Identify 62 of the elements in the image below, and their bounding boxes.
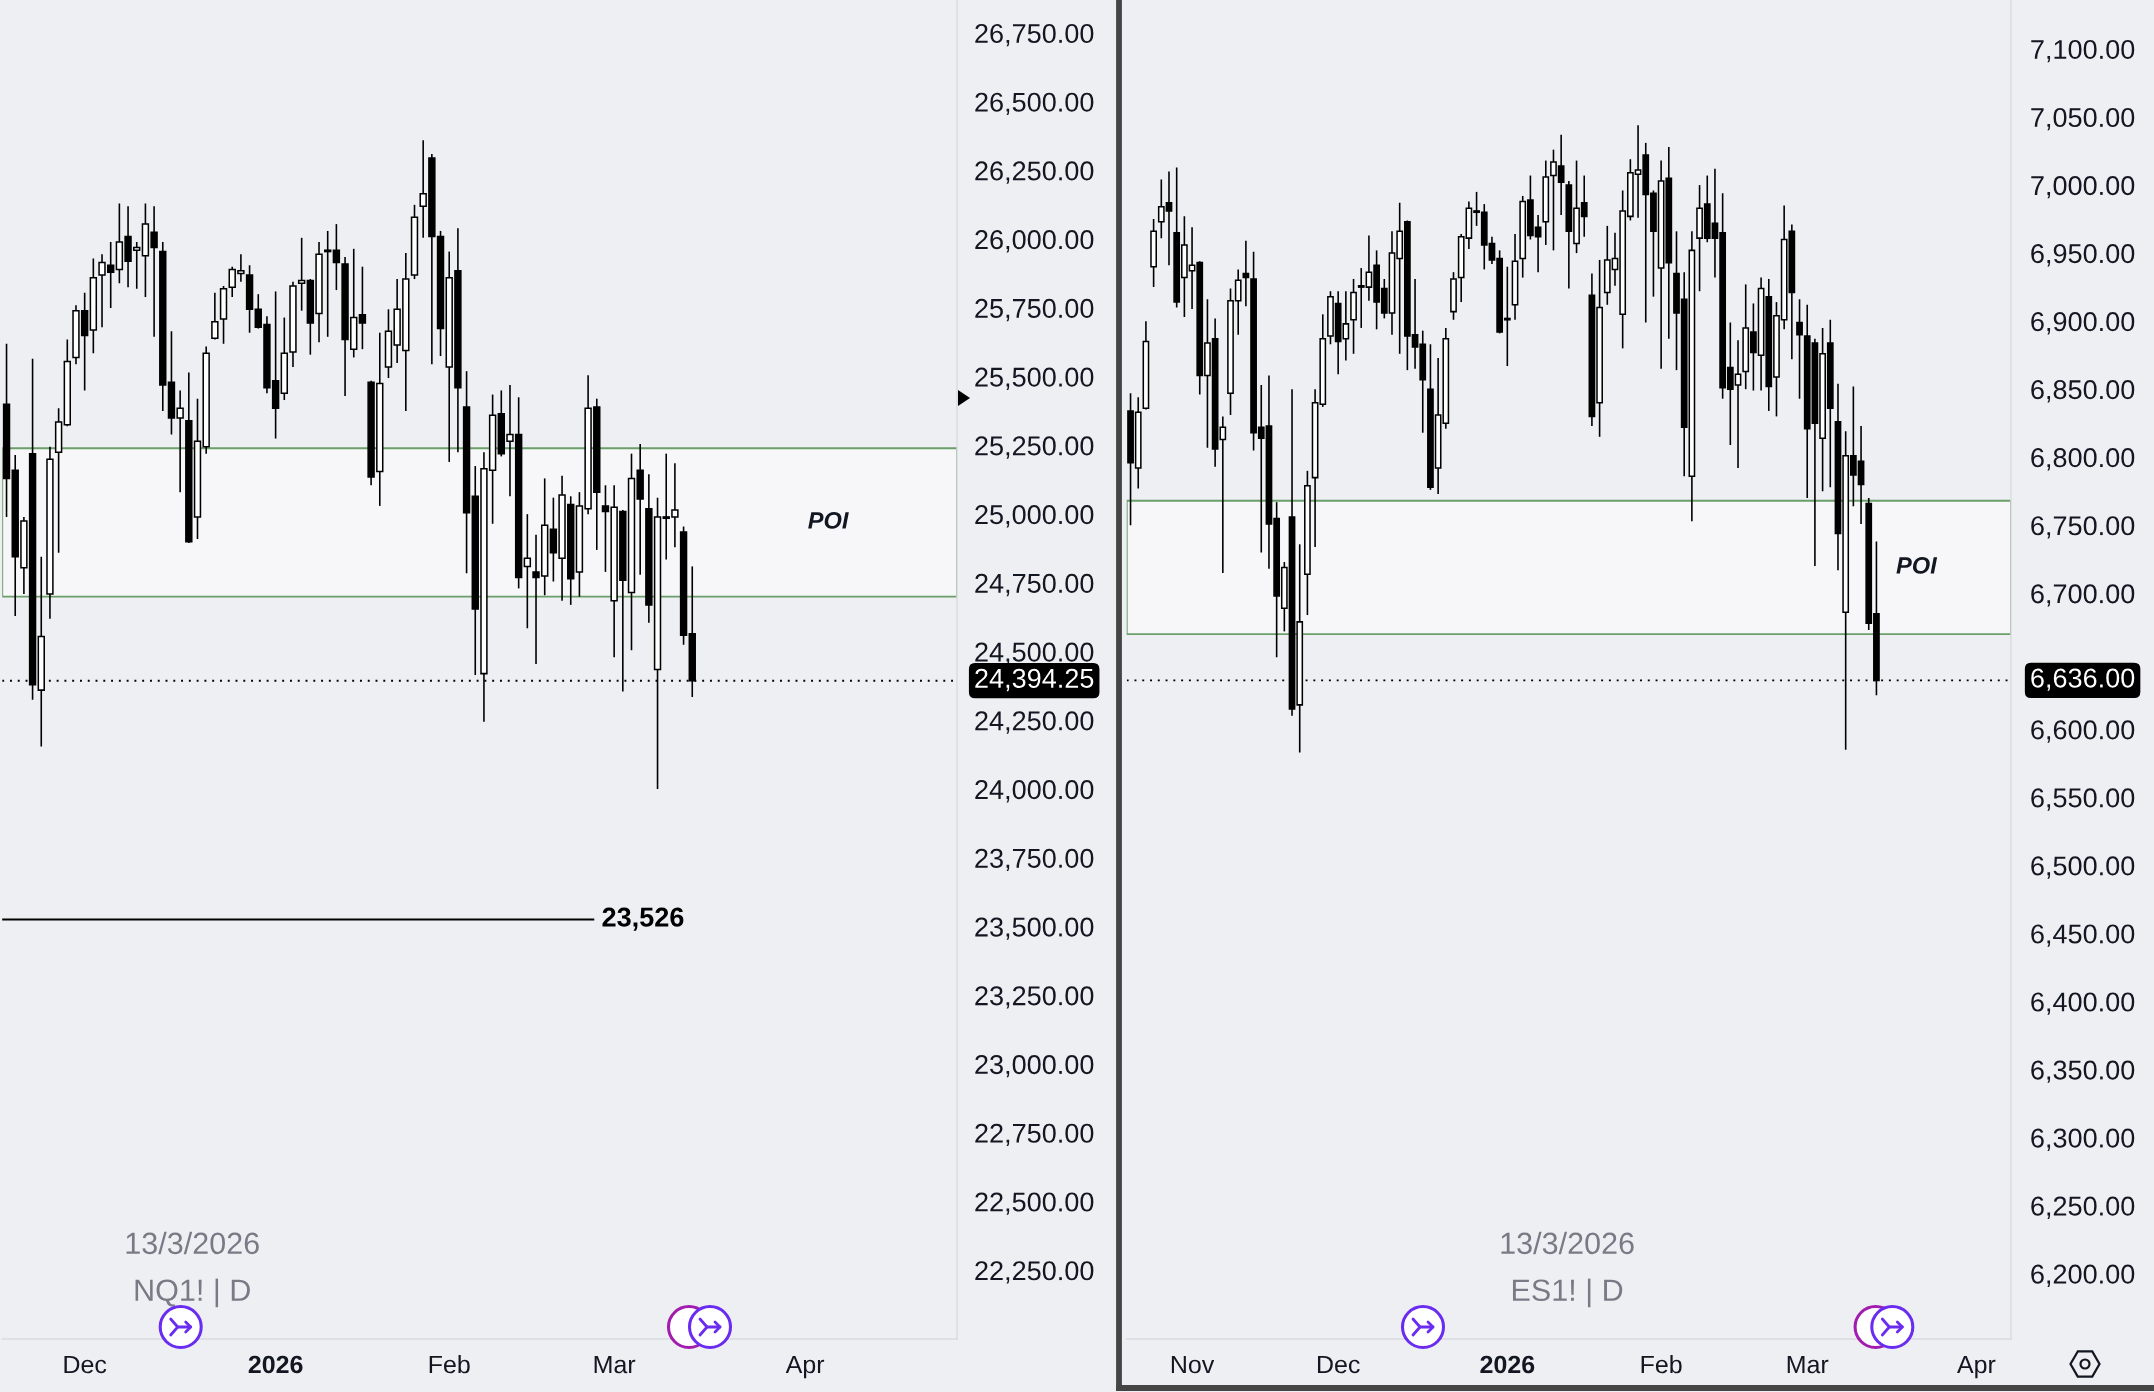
y-tick-label: 24,750.00: [975, 573, 1094, 597]
ref-line-label: 23,526: [602, 907, 684, 931]
candlestick: [358, 265, 367, 350]
y-tick-label: 6,300.00: [2031, 1128, 2135, 1151]
candlestick: [297, 237, 306, 312]
y-tick-label: 23,500.00: [975, 917, 1094, 940]
x-tick-label: 2026: [1480, 1355, 1535, 1374]
y-tick-label: 6,350.00: [2031, 1060, 2135, 1083]
y-tick-label: 6,750.00: [2031, 516, 2135, 539]
x-tick-label: Apr: [1957, 1355, 1996, 1379]
band-label: POI: [1896, 557, 1938, 574]
y-tick-label: 22,750.00: [975, 1123, 1094, 1147]
y-tick-label: 24,250.00: [975, 711, 1094, 734]
y-tick-label: 6,600.00: [2031, 720, 2135, 743]
x-tick-label: Dec: [1317, 1355, 1360, 1374]
x-tick-label: Feb: [429, 1354, 470, 1374]
y-tick-label: 6,500.00: [2031, 856, 2135, 879]
y-tick-label: 6,950.00: [2031, 244, 2135, 267]
x-tick-label: Dec: [64, 1355, 107, 1374]
y-tick-label: 25,500.00: [975, 367, 1094, 390]
y-tick-label: 6,400.00: [2031, 992, 2135, 1015]
x-tick-label: 2026: [248, 1355, 303, 1374]
x-tick-label: Mar: [1787, 1355, 1829, 1374]
y-tick-label: 23,250.00: [975, 986, 1094, 1009]
y-tick-label: 7,000.00: [2031, 175, 2135, 199]
annotation: ES1! | D: [1512, 1278, 1623, 1308]
annotation: 13/3/2026: [126, 1231, 259, 1255]
x-tick-label: Apr: [785, 1355, 825, 1379]
y-tick-label: 6,850.00: [2031, 380, 2135, 403]
y-tick-label: 26,250.00: [975, 161, 1094, 184]
y-tick-label: 22,250.00: [975, 1261, 1094, 1284]
annotation: 13/3/2026: [1501, 1231, 1634, 1255]
y-tick-label: 6,900.00: [2031, 312, 2135, 335]
band-label: POI: [808, 512, 849, 529]
candlestick: [332, 223, 341, 291]
y-tick-label: 6,450.00: [2031, 924, 2135, 947]
y-tick-label: 6,200.00: [2031, 1264, 2135, 1287]
y-tick-label: 7,100.00: [2031, 39, 2135, 63]
y-tick-label: 6,550.00: [2031, 788, 2135, 811]
y-tick-label: 6,700.00: [2031, 584, 2135, 607]
annotation: NQ1! | D: [135, 1278, 250, 1308]
y-tick-label: 23,000.00: [975, 1054, 1094, 1078]
y-tick-label: 7,050.00: [2031, 107, 2135, 131]
x-tick-label: Mar: [594, 1355, 636, 1374]
y-tick-label: 24,000.00: [975, 780, 1094, 803]
x-tick-label: Feb: [1641, 1354, 1682, 1374]
candlestick: [323, 230, 332, 338]
y-tick-label: 26,000.00: [975, 230, 1094, 253]
y-tick-label: 25,000.00: [975, 505, 1094, 528]
y-tick-label: 25,250.00: [975, 436, 1094, 459]
ref-line-label: 6,636.00: [2031, 668, 2135, 691]
y-tick-label: 6,250.00: [2031, 1196, 2135, 1219]
y-tick-label: 6,800.00: [2031, 448, 2135, 471]
y-tick-label: 25,750.00: [975, 298, 1094, 322]
y-tick-label: 24,500.00: [975, 642, 1094, 665]
y-tick-label: 23,750.00: [975, 848, 1094, 872]
candlestick: [211, 292, 219, 341]
y-tick-label: 26,750.00: [975, 23, 1094, 47]
x-tick-label: Nov: [1171, 1355, 1215, 1374]
ref-line-label: 24,394.25: [975, 668, 1094, 692]
y-tick-label: 26,500.00: [975, 92, 1094, 116]
y-tick-label: 22,500.00: [975, 1192, 1094, 1215]
